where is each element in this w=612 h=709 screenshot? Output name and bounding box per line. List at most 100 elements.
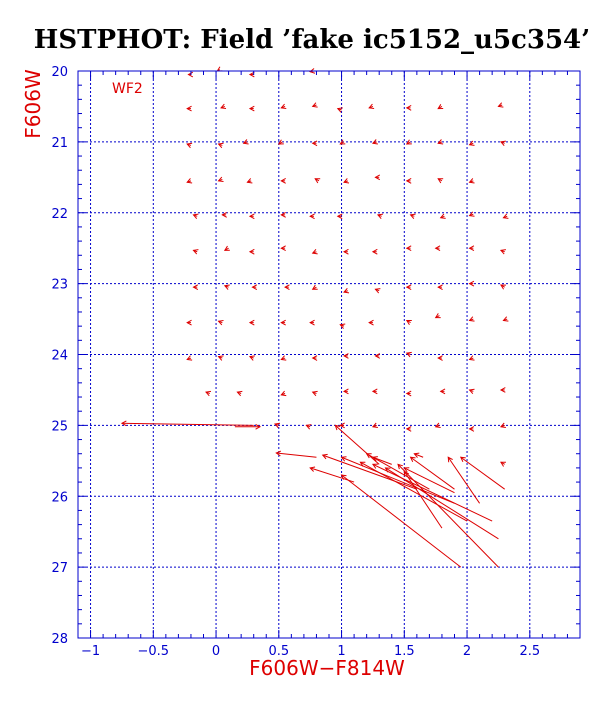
data-arrow [186,319,192,326]
data-arrow [468,280,475,287]
data-arrow [371,456,392,465]
data-arrow [359,461,468,522]
data-arrow [343,288,350,294]
data-arrow [434,422,441,428]
data-arrow [220,103,227,110]
data-arrow [248,248,255,255]
y-tick-label: 20 [51,65,68,80]
data-arrow [221,212,227,218]
data-arrow [468,178,475,184]
data-arrow [434,313,441,319]
data-arrow [321,453,418,490]
data-arrow [309,319,315,326]
data-arrow [499,249,506,255]
data-arrow [280,178,286,184]
data-arrow [405,139,412,145]
data-arrow [405,390,412,397]
data-arrow [376,213,383,219]
data-arrow [236,390,243,397]
data-arrow [311,390,318,397]
data-arrow [374,288,381,294]
data-arrow [499,422,506,428]
data-arrow [459,456,505,490]
panel-label: WF2 [112,81,143,97]
y-tick-label: 28 [51,632,68,647]
tick-labels: −1 −0.5 0 0.5 1 1.5 2 2.5 20 21 22 23 24 25 26 27 28 [51,65,540,659]
data-arrow [186,105,192,112]
data-arrow [343,248,349,255]
data-arrow [437,284,443,291]
data-arrow [311,249,318,255]
data-arrow [437,355,443,361]
data-arrow [334,424,380,465]
data-arrow [371,248,378,255]
data-vectors [120,66,509,568]
data-arrow [311,355,318,361]
axis-ticks [78,70,580,639]
data-arrow [336,213,343,220]
data-arrow [468,426,475,432]
data-arrow [502,213,509,219]
data-arrow [309,466,355,483]
data-arrow [205,390,212,397]
x-tick-label: 1 [337,644,345,659]
data-arrow [340,474,462,568]
data-arrow [409,456,455,490]
data-arrow [275,450,317,458]
data-arrow [340,456,455,504]
y-tick-label: 27 [51,561,68,576]
data-arrow [468,245,475,252]
x-tick-label: 0 [212,644,220,659]
data-arrow [384,467,499,540]
data-arrow [439,213,446,219]
data-arrow [339,323,346,329]
data-arrow [186,142,193,149]
data-arrow [280,390,287,397]
data-arrow [223,284,230,290]
x-tick-label: −0.5 [138,644,170,659]
y-tick-label: 26 [51,490,68,505]
y-tick-label: 21 [51,136,68,151]
data-arrow [368,103,375,110]
data-arrow [280,212,286,218]
data-arrow [217,176,224,183]
data-arrow [405,178,412,184]
data-arrow [274,422,281,429]
data-arrow [468,355,475,361]
data-arrow [371,422,378,428]
data-arrow [309,213,315,220]
data-arrow [192,284,199,291]
data-arrow [280,355,287,361]
data-arrow [468,388,475,395]
data-arrow [305,424,312,430]
x-tick-label: 0.5 [268,644,289,659]
data-arrow [468,140,475,146]
x-axis-title: F606W−F814W [249,656,405,680]
data-arrow [248,319,255,326]
data-arrow [405,426,412,432]
data-arrow [500,461,506,467]
data-arrow [280,319,286,326]
x-tick-label: −1 [81,644,100,659]
data-arrow [371,463,493,522]
data-arrow [371,388,378,395]
data-arrow [339,422,345,429]
data-arrow [413,452,424,458]
y-tick-label: 22 [51,207,68,222]
x-tick-label: 2.5 [519,644,540,659]
data-arrow [434,245,441,252]
data-arrow [437,139,444,145]
data-arrow [246,178,253,184]
data-arrow [186,355,193,361]
data-arrow [405,319,412,325]
data-arrow [439,388,446,395]
data-arrow [223,245,230,251]
data-arrow [280,103,287,110]
y-tick-label: 23 [51,278,68,293]
data-arrow [374,174,381,181]
data-arrow [314,178,321,184]
y-axis-title: F606W [21,69,45,139]
data-arrow [405,351,412,358]
data-arrow [409,213,416,219]
